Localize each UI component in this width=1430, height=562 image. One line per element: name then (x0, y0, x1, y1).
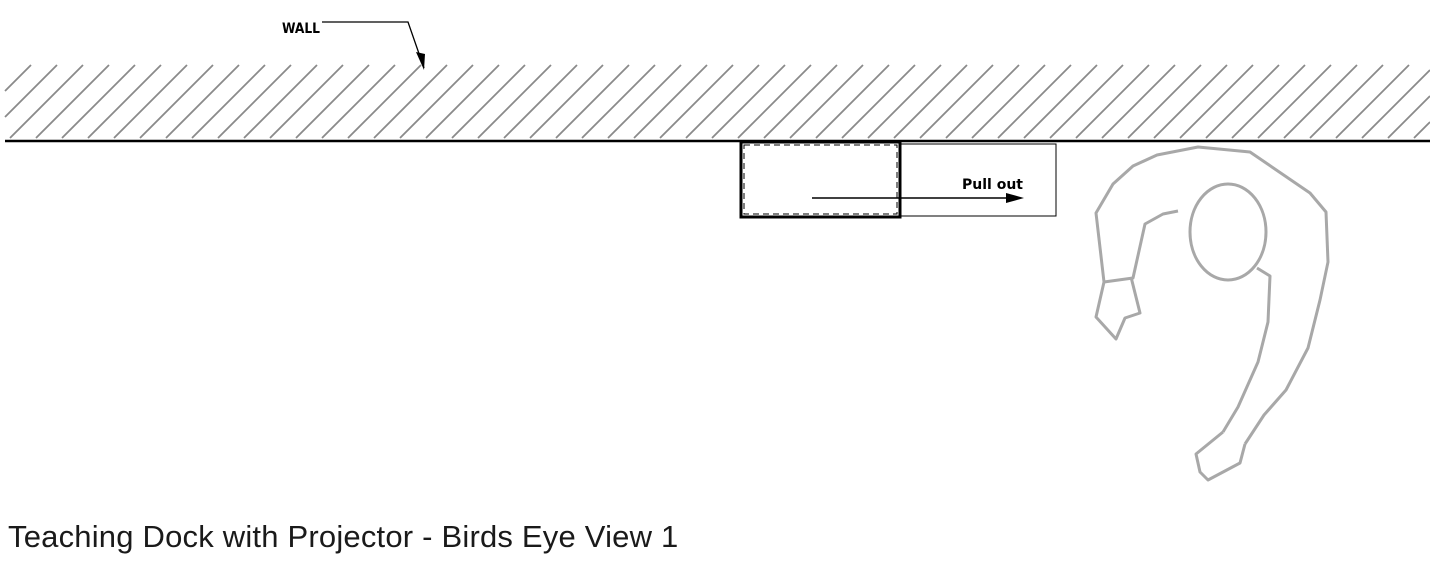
hatch-line (113, 64, 188, 139)
hatch-line (1023, 64, 1098, 139)
pull-out-arrowhead (1006, 193, 1024, 203)
hatch-line (9, 64, 84, 139)
hatch-line (35, 64, 110, 139)
person-head (1188, 182, 1268, 282)
person-figure (1094, 145, 1330, 482)
wall-label: WALL (282, 21, 320, 37)
hatch-line (997, 64, 1072, 139)
hatch-line (295, 64, 370, 139)
hatch-line (893, 64, 968, 139)
hatch-line (399, 64, 474, 139)
hatch-line (763, 64, 838, 139)
hatch-line (373, 64, 448, 139)
hatch-line (217, 64, 292, 139)
person-arms-outline (1094, 145, 1330, 445)
hatch-line (555, 64, 630, 139)
wall-leader-line (322, 21, 425, 69)
hatch-line (789, 64, 864, 139)
hatch-line (243, 64, 318, 139)
hatch-line (711, 64, 786, 139)
hatch-line (139, 64, 214, 139)
hatch-line (633, 64, 708, 139)
hatch-line (1387, 95, 1430, 139)
person-right-hand (1194, 430, 1247, 482)
hatch-line (1205, 64, 1280, 139)
hatch-line (321, 64, 396, 139)
hatch-line (581, 64, 656, 139)
hatch-line (1049, 64, 1124, 139)
hatch-line (971, 64, 1046, 139)
hatch-line (503, 64, 578, 139)
wall-leader-arrowhead (416, 52, 425, 70)
hatch-line (477, 64, 552, 139)
hatch-line (685, 64, 760, 139)
hatch-line (4, 64, 58, 118)
hatch-line (1127, 64, 1202, 139)
hatch-line (425, 64, 500, 139)
hatch-line (1153, 64, 1228, 139)
hatch-line (191, 64, 266, 139)
hatch-line (1231, 64, 1306, 139)
diagram-caption: Teaching Dock with Projector - Birds Eye… (8, 519, 679, 554)
hatch-line (1075, 64, 1150, 139)
pull-out-label: Pull out (962, 177, 1023, 193)
hatch-line (1335, 64, 1410, 139)
pull-out-tray (899, 143, 1057, 217)
dock-hidden-edge (743, 144, 898, 215)
hatch-line (1413, 121, 1430, 139)
hatch-line (61, 64, 136, 139)
person-right-arm-inner (1221, 266, 1272, 433)
hatch-line (1283, 64, 1358, 139)
hatch-line (945, 64, 1020, 139)
hatch-line (867, 64, 942, 139)
hatch-line (1101, 64, 1176, 139)
wall-hatch (4, 64, 1430, 139)
dock-body (739, 140, 902, 219)
person-left-hand (1094, 276, 1142, 341)
hatch-line (87, 64, 162, 139)
teaching-dock (739, 140, 902, 219)
hatch-line (607, 64, 682, 139)
hatch-line (165, 64, 240, 139)
hatch-line (1179, 64, 1254, 139)
hatch-line (659, 64, 734, 139)
hatch-line (737, 64, 812, 139)
hatch-line (1361, 69, 1430, 139)
hatch-line (1309, 64, 1384, 139)
hatch-line (919, 64, 994, 139)
hatch-line (269, 64, 344, 139)
hatch-line (815, 64, 890, 139)
hatch-line (451, 64, 526, 139)
hatch-line (347, 64, 422, 139)
hatch-line (1257, 64, 1332, 139)
hatch-line (4, 64, 32, 92)
hatch-line (841, 64, 916, 139)
hatch-line (529, 64, 604, 139)
